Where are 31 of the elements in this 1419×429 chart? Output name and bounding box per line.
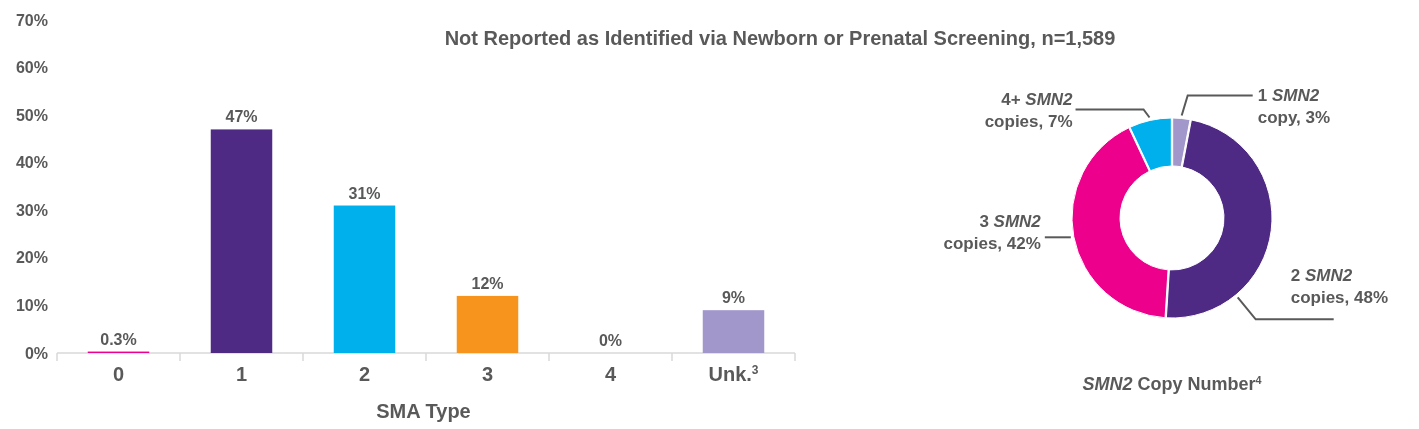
text: SMN2 Copy Number$^{4}$ [1082,374,1262,394]
y-tick-label: 60% [15,59,48,77]
y-tick-label: 0% [24,344,48,362]
y-tick-label: 40% [15,154,48,172]
data-label: 31% [348,184,381,202]
y-tick-label: 70% [15,11,48,29]
bar [210,129,273,353]
bar [702,310,765,353]
slice-label: 4+ SMN2 copies, 7% [984,90,1074,132]
y-tick-label: 50% [15,106,48,124]
slice-label: 2 SMN2 copies, 48% [1290,266,1389,308]
data-label: 47% [225,108,258,126]
bar [333,205,396,353]
x-tick-label: 2 [358,363,371,385]
y-tick-label: 30% [15,201,48,219]
x-axis-title: SMA Type [376,400,471,422]
data-label: 0.3% [100,330,137,348]
x-tick-label: 1 [235,363,248,385]
slice-label: 1 SMN2 copy, 3% [1257,86,1331,128]
x-tick-label: 0 [112,363,125,385]
x-tick-label: 3 [481,363,494,385]
chart-title: Not Reported as Identified via Newborn or Prenatal Screening, n=1,589 [444,27,1116,49]
y-tick-label: 20% [15,249,48,267]
bar [456,295,519,353]
slice-label: 3 SMN2 copies, 42% [943,212,1042,254]
data-label: 12% [471,274,504,292]
x-tick-label: Unk.$^{3}$ [708,363,759,385]
data-label: 9% [721,289,746,307]
y-tick-label: 10% [15,297,48,315]
x-tick-label: 4 [604,363,617,385]
data-label: 0% [598,332,623,349]
